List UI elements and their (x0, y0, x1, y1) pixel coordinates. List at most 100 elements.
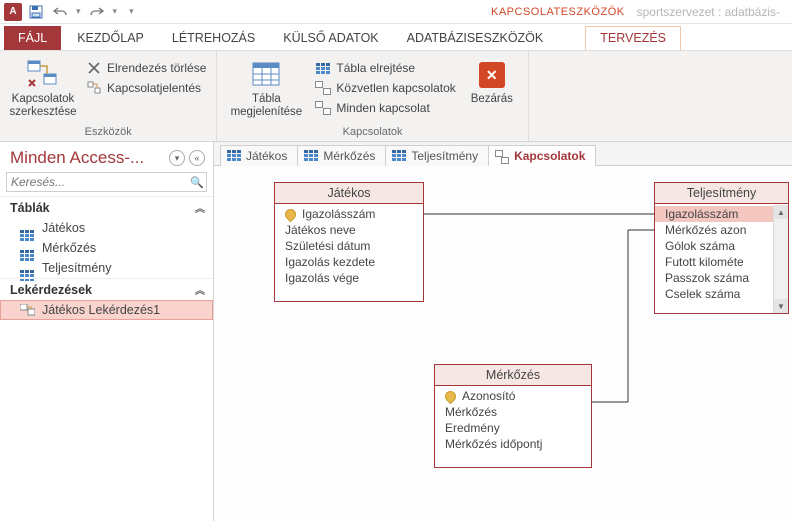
doc-tab-merkozes[interactable]: Mérkőzés (297, 145, 386, 166)
field-item[interactable]: Gólok száma (655, 238, 773, 254)
table-box-title: Mérkőzés (435, 365, 591, 386)
redo-dropdown-icon[interactable]: ▾ (113, 6, 118, 17)
all-relations-label: Minden kapcsolat (336, 101, 429, 115)
ribbon-group-relations: Táblamegjelenítése Tábla elrejtése Közve… (217, 51, 528, 141)
doc-tab-label: Teljesítmény (411, 149, 478, 163)
tab-database-tools[interactable]: ADATBÁZISESZKÖZÖK (393, 27, 558, 50)
relationships-icon (495, 150, 509, 162)
field-item[interactable]: Azonosító (435, 388, 591, 404)
doc-tab-kapcsolatok[interactable]: Kapcsolatok (488, 145, 596, 166)
doc-tab-label: Játékos (246, 149, 287, 163)
table-box-title: Teljesítmény (655, 183, 788, 204)
close-button[interactable]: ✕ Bezárás (464, 57, 520, 106)
save-icon[interactable] (28, 4, 44, 20)
qat-customize-icon[interactable]: ▾ (129, 6, 134, 17)
all-relations-button[interactable]: Minden kapcsolat (313, 99, 457, 117)
nav-group-queries-label: Lekérdezések (10, 283, 92, 297)
nav-item-query1[interactable]: Játékos Lekérdezés1 (0, 300, 213, 320)
tab-home[interactable]: KEZDŐLAP (63, 27, 158, 50)
field-item[interactable]: Igazolás kezdete (275, 254, 423, 270)
nav-item-merkozes[interactable]: Mérkőzés (0, 238, 213, 258)
direct-relations-button[interactable]: Közvetlen kapcsolatok (313, 79, 457, 97)
search-input[interactable] (7, 175, 188, 189)
tab-create[interactable]: LÉTREHOZÁS (158, 27, 269, 50)
relationship-report-button[interactable]: Kapcsolatjelentés (84, 79, 208, 97)
table-box-merkozes[interactable]: Mérkőzés AzonosítóMérkőzésEredményMérkőz… (434, 364, 592, 468)
edit-relationships-label1: Kapcsolatok (12, 93, 75, 105)
field-list: IgazolásszámJátékos neveSzületési dátumI… (275, 204, 423, 288)
nav-collapse-icon[interactable]: « (189, 150, 205, 166)
field-list: IgazolásszámMérkőzés azonGólok számaFuto… (655, 204, 788, 304)
field-item[interactable]: Igazolás vége (275, 270, 423, 286)
collapse-icon: ︽ (195, 200, 205, 215)
table-icon (20, 222, 35, 234)
direct-relations-label: Közvetlen kapcsolatok (336, 81, 455, 95)
nav-group-queries[interactable]: Lekérdezések ︽ (0, 278, 213, 300)
tab-design[interactable]: TERVEZÉS (585, 26, 681, 50)
doc-tab-jatekos[interactable]: Játékos (220, 145, 298, 166)
nav-item-label: Játékos Lekérdezés1 (42, 303, 160, 317)
group-label-relations: Kapcsolatok (225, 124, 519, 141)
search-icon[interactable]: 🔍 (188, 176, 206, 189)
clear-layout-icon (86, 60, 102, 76)
scrollbar[interactable]: ▲ ▼ (773, 205, 788, 313)
edit-relationships-label2: szerkesztése (9, 106, 76, 118)
field-item[interactable]: Játékos neve (275, 222, 423, 238)
nav-header[interactable]: Minden Access-... ▾ « (0, 142, 213, 170)
title-bar: A ▾ ▾ ▾ KAPCSOLATESZKÖZÖK sportszervezet… (0, 0, 792, 24)
field-item[interactable]: Mérkőzés időpontj (435, 436, 591, 452)
tab-file[interactable]: FÁJL (4, 26, 61, 50)
ribbon-tab-row: FÁJL KEZDŐLAP LÉTREHOZÁS KÜLSŐ ADATOK AD… (0, 24, 792, 50)
nav-item-teljesitmeny[interactable]: Teljesítmény (0, 258, 213, 278)
all-relations-icon (315, 100, 331, 116)
table-icon (304, 150, 318, 162)
hide-table-label: Tábla elrejtése (336, 61, 415, 75)
hide-table-icon (315, 60, 331, 76)
field-item[interactable]: Futott kilométe (655, 254, 773, 270)
show-table-button[interactable]: Táblamegjelenítése (225, 57, 307, 119)
table-icon (392, 150, 406, 162)
table-icon (20, 262, 35, 274)
redo-icon[interactable] (89, 4, 105, 20)
undo-icon[interactable] (52, 4, 68, 20)
field-item[interactable]: Mérkőzés (435, 404, 591, 420)
contextual-tools-label: KAPCSOLATESZKÖZÖK (491, 6, 625, 18)
scroll-up-icon[interactable]: ▲ (774, 205, 788, 219)
edit-relationships-button[interactable]: Kapcsolatokszerkesztése (8, 57, 78, 119)
field-item[interactable]: Igazolásszám (275, 206, 423, 222)
quick-access-toolbar: ▾ ▾ ▾ (28, 4, 134, 20)
work-area: Játékos Mérkőzés Teljesítmény Kapcsolato… (214, 142, 792, 521)
field-item[interactable]: Mérkőzés azon (655, 222, 773, 238)
ribbon: Kapcsolatokszerkesztése Elrendezés törlé… (0, 50, 792, 142)
scroll-down-icon[interactable]: ▼ (774, 299, 788, 313)
navigation-pane: Minden Access-... ▾ « 🔍 Táblák ︽ Játékos… (0, 142, 214, 521)
tab-external-data[interactable]: KÜLSŐ ADATOK (269, 27, 392, 50)
nav-search[interactable]: 🔍 (6, 172, 207, 192)
clear-layout-label: Elrendezés törlése (107, 61, 206, 75)
nav-title: Minden Access-... (10, 148, 165, 168)
field-item[interactable]: Passzok száma (655, 270, 773, 286)
main-area: Minden Access-... ▾ « 🔍 Táblák ︽ Játékos… (0, 142, 792, 521)
nav-menu-icon[interactable]: ▾ (169, 150, 185, 166)
hide-table-button[interactable]: Tábla elrejtése (313, 59, 457, 77)
field-item[interactable]: Cselek száma (655, 286, 773, 302)
close-label: Bezárás (471, 93, 513, 106)
nav-item-label: Teljesítmény (42, 261, 111, 275)
clear-layout-button[interactable]: Elrendezés törlése (84, 59, 208, 77)
field-item[interactable]: Születési dátum (275, 238, 423, 254)
nav-group-tables[interactable]: Táblák ︽ (0, 196, 213, 218)
field-item[interactable]: Igazolásszám (655, 206, 773, 222)
nav-item-label: Mérkőzés (42, 241, 96, 255)
doc-tab-teljesitmeny[interactable]: Teljesítmény (385, 145, 489, 166)
doc-tab-label: Mérkőzés (323, 149, 375, 163)
relationships-canvas[interactable]: Játékos IgazolásszámJátékos neveSzületés… (214, 166, 792, 521)
field-item[interactable]: Eredmény (435, 420, 591, 436)
relationship-report-label: Kapcsolatjelentés (107, 81, 201, 95)
group-label-tools: Eszközök (8, 124, 208, 141)
undo-dropdown-icon[interactable]: ▾ (76, 6, 81, 17)
nav-item-jatekos[interactable]: Játékos (0, 218, 213, 238)
field-list: AzonosítóMérkőzésEredményMérkőzés időpon… (435, 386, 591, 454)
table-box-teljesitmeny[interactable]: Teljesítmény IgazolásszámMérkőzés azonGó… (654, 182, 789, 314)
close-icon: ✕ (479, 62, 505, 88)
table-box-jatekos[interactable]: Játékos IgazolásszámJátékos neveSzületés… (274, 182, 424, 302)
